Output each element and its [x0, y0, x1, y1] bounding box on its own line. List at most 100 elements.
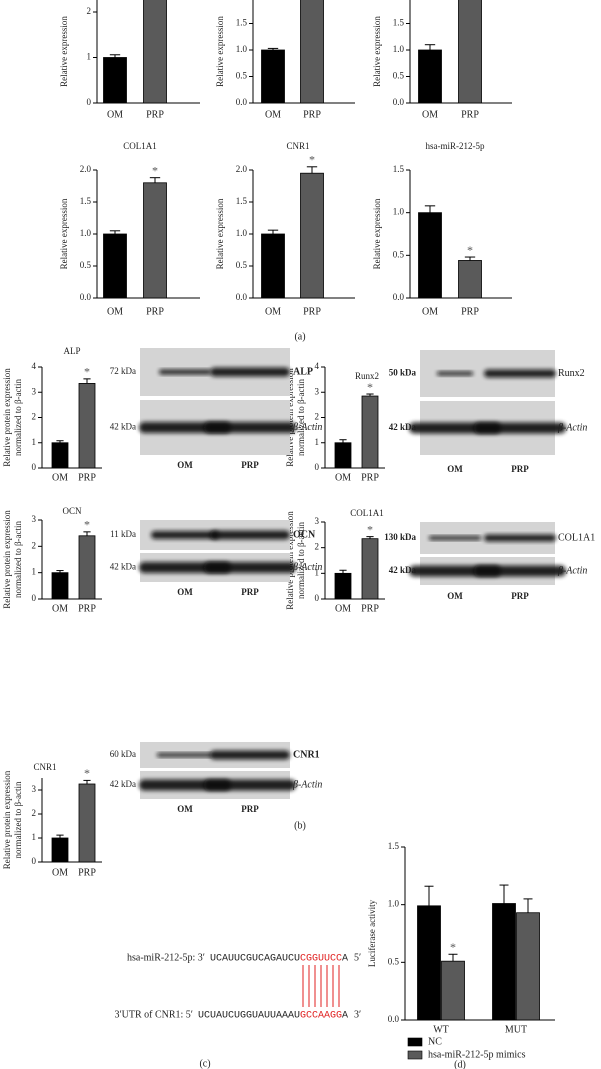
y-tick-label: 2	[32, 412, 37, 422]
x-tick-label: PRP	[146, 109, 164, 120]
chart-title: hsa-miR-212-5p	[426, 141, 485, 151]
bar	[361, 395, 379, 469]
significance: *	[467, 243, 473, 257]
x-tick-label: OM	[52, 472, 68, 483]
x-tick-label: OM	[107, 109, 123, 120]
y-axis-label: Relative protein expression	[285, 511, 295, 610]
y-tick-label: 0.0	[236, 292, 248, 302]
blot-band	[204, 779, 296, 791]
y-tick-label: 2	[32, 540, 37, 550]
x-tick-label: OM	[422, 109, 438, 120]
y-tick-label: 0.5	[393, 71, 405, 81]
bar	[458, 260, 482, 299]
y-tick-label: 1.0	[236, 228, 248, 238]
y-axis-label: Relative expression	[215, 198, 225, 269]
significance: *	[450, 940, 456, 954]
blot-marker: 130 kDa	[384, 532, 416, 542]
y-tick-label: 2.0	[80, 164, 92, 174]
x-tick-label: OM	[335, 472, 351, 483]
blot-band	[484, 369, 556, 378]
y-tick-label: 2.0	[236, 0, 248, 1]
sequence-end: 5′	[354, 952, 361, 963]
y-axis-label: Luciferase activity	[367, 899, 377, 967]
chart-title: OCN	[62, 506, 82, 516]
blot-protein: ALP	[293, 366, 313, 377]
y-tick-label: 1.5	[388, 841, 400, 851]
bar	[516, 912, 540, 1021]
blot-band	[210, 530, 290, 540]
bar	[103, 233, 127, 299]
y-tick-label: 1	[315, 437, 320, 447]
significance: *	[309, 153, 315, 167]
y-tick-label: 0.5	[80, 260, 92, 270]
y-tick-label: 1	[315, 567, 320, 577]
blot-protein: OCN	[293, 529, 316, 540]
panel-label: (b)	[294, 820, 306, 831]
legend-swatch	[407, 1050, 423, 1060]
bar	[492, 903, 516, 1021]
x-tick-label: OM	[107, 306, 123, 317]
y-tick-label: 3	[32, 386, 37, 396]
chart-title: CNR1	[33, 762, 56, 772]
blot-lane-label: OM	[177, 804, 193, 814]
y-tick-label: 0.0	[393, 97, 405, 107]
bar	[103, 57, 127, 104]
y-tick-label: 1	[32, 567, 37, 577]
blot-lane-label: OM	[177, 460, 193, 470]
blot-band	[474, 422, 566, 434]
y-tick-label: 0.5	[388, 956, 400, 966]
blot-band	[157, 753, 213, 757]
sequence-part: A	[342, 954, 348, 965]
blot-lane-label: PRP	[511, 591, 529, 601]
blot-separator	[420, 554, 555, 557]
y-tick-label: 1.0	[80, 228, 92, 238]
y-tick-label: 0.0	[393, 292, 405, 302]
y-tick-label: 0	[32, 462, 37, 472]
x-tick-label: PRP	[461, 306, 479, 317]
blot-band	[474, 565, 566, 577]
y-tick-label: 2	[315, 542, 320, 552]
y-tick-label: 4	[315, 361, 320, 371]
significance: *	[367, 522, 373, 536]
bar	[78, 783, 96, 863]
y-tick-label: 0.0	[80, 292, 92, 302]
blot-protein: β-Actin	[292, 422, 322, 433]
panel-label: (d)	[454, 1059, 466, 1069]
x-tick-label: PRP	[361, 472, 379, 483]
y-axis-label: Relative protein expression	[2, 510, 12, 609]
blot-lane-label: PRP	[511, 464, 529, 474]
y-tick-label: 4	[32, 361, 37, 371]
bar	[78, 383, 96, 469]
blot-protein: β-Actin	[557, 565, 587, 576]
y-tick-label: 1.5	[393, 18, 405, 28]
bar	[418, 212, 442, 299]
blot-marker: 60 kDa	[110, 749, 136, 759]
blot-marker: 50 kDa	[389, 368, 417, 378]
sequence-label: 3′UTR of CNR1: 5′	[114, 1009, 193, 1020]
y-axis-label: Relative expression	[372, 198, 382, 269]
blot-separator	[140, 550, 290, 553]
legend-swatch	[407, 1037, 423, 1047]
y-tick-label: 0.0	[236, 97, 248, 107]
bar	[300, 0, 324, 104]
sequence-part: CGGUUCC	[300, 954, 342, 965]
y-tick-label: 3	[32, 514, 37, 524]
blot-band	[210, 750, 290, 760]
bar	[51, 837, 69, 863]
x-tick-label: PRP	[146, 306, 164, 317]
bar	[143, 182, 167, 299]
bar	[334, 442, 352, 469]
sequence-end: 3′	[354, 1009, 361, 1020]
blot-marker: 42 kDa	[389, 422, 417, 432]
y-tick-label: 2	[32, 808, 37, 818]
blot-lane-label: PRP	[241, 804, 259, 814]
y-tick-label: 1.5	[236, 196, 248, 206]
y-tick-label: 1.5	[236, 18, 248, 28]
blot-lane-label: OM	[177, 587, 193, 597]
blot-protein: β-Actin	[292, 562, 322, 573]
x-tick-label: OM	[422, 306, 438, 317]
chart-title: COL1A1	[123, 141, 157, 151]
y-tick-label: 0	[87, 97, 92, 107]
blot-protein: CNR1	[293, 749, 320, 760]
